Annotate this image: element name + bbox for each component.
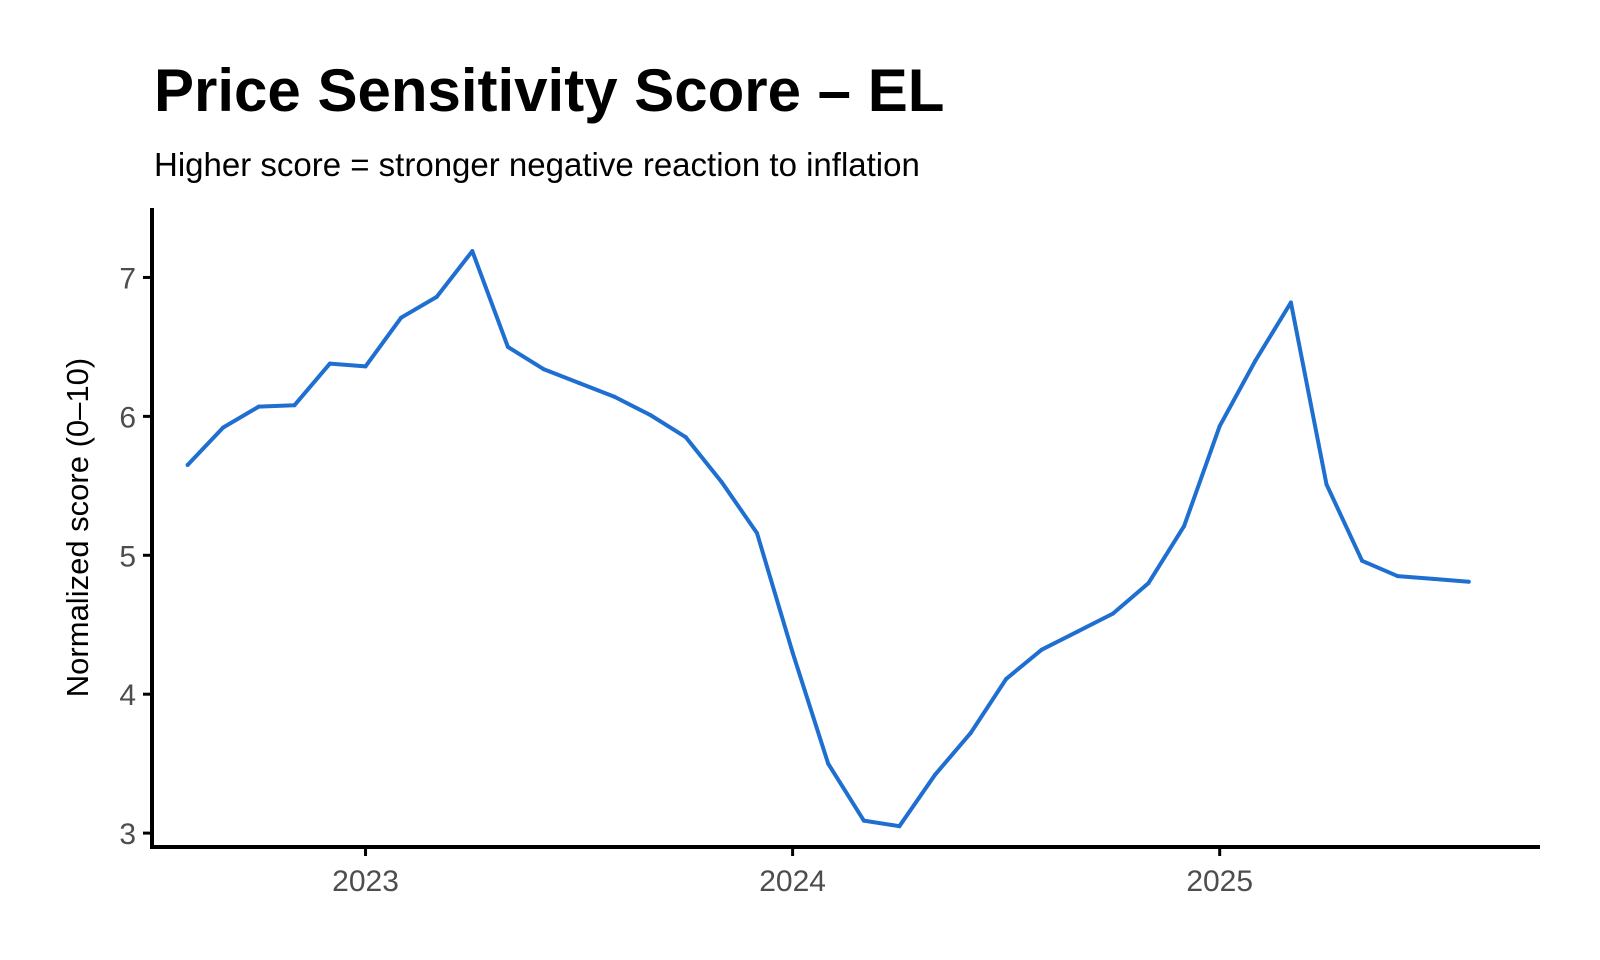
data-point (897, 824, 902, 829)
data-point (221, 425, 226, 430)
x-tick-label: 2023 (332, 865, 399, 898)
data-point (790, 650, 795, 655)
chart-subtitle: Higher score = stronger negative reactio… (154, 146, 920, 183)
series-line (186, 249, 1469, 829)
y-tick-label: 3 (119, 818, 136, 851)
x-tick-label: 2025 (1186, 865, 1253, 898)
y-tick-label: 5 (119, 540, 136, 573)
data-point (1253, 358, 1258, 363)
y-axis-title: Normalized score (0–10) (60, 358, 95, 697)
data-point (292, 403, 297, 408)
chart-title: Price Sensitivity Score – EL (154, 57, 945, 124)
data-point (1004, 676, 1009, 681)
data-point (1146, 581, 1151, 586)
data-point (541, 367, 546, 372)
data-point (1039, 647, 1044, 652)
data-point (1075, 629, 1080, 634)
data-point (185, 463, 190, 467)
data-point (612, 394, 617, 399)
data-point (1110, 611, 1115, 616)
data-point (968, 731, 973, 736)
y-tick-label: 6 (119, 401, 136, 434)
data-point (434, 294, 439, 299)
data-point (1182, 524, 1187, 529)
data-point (1431, 576, 1436, 581)
data-point (256, 404, 261, 409)
data-point (1360, 558, 1365, 563)
x-tick-label: 2024 (759, 865, 826, 898)
data-point (1395, 574, 1400, 579)
data-point (363, 364, 368, 369)
data-point (470, 249, 475, 254)
data-point (755, 531, 759, 536)
data-point (399, 315, 404, 320)
data-point (1217, 424, 1222, 429)
data-point (1466, 579, 1471, 584)
data-point (505, 344, 510, 349)
series-layer (185, 249, 1471, 829)
data-point (577, 381, 582, 385)
data-point (683, 435, 688, 440)
data-point (1324, 482, 1329, 487)
data-point (719, 479, 724, 484)
data-point (933, 772, 937, 777)
y-tick-label: 7 (119, 262, 136, 295)
data-point (826, 761, 831, 766)
y-tick-label: 4 (119, 679, 136, 712)
data-point (648, 413, 653, 417)
data-point (327, 361, 332, 366)
data-point (1288, 300, 1293, 305)
data-point (861, 818, 866, 823)
x-axis-ticks: 2023 2024 2025 (332, 847, 1253, 898)
y-axis-ticks: 3 4 5 6 7 (119, 262, 152, 851)
